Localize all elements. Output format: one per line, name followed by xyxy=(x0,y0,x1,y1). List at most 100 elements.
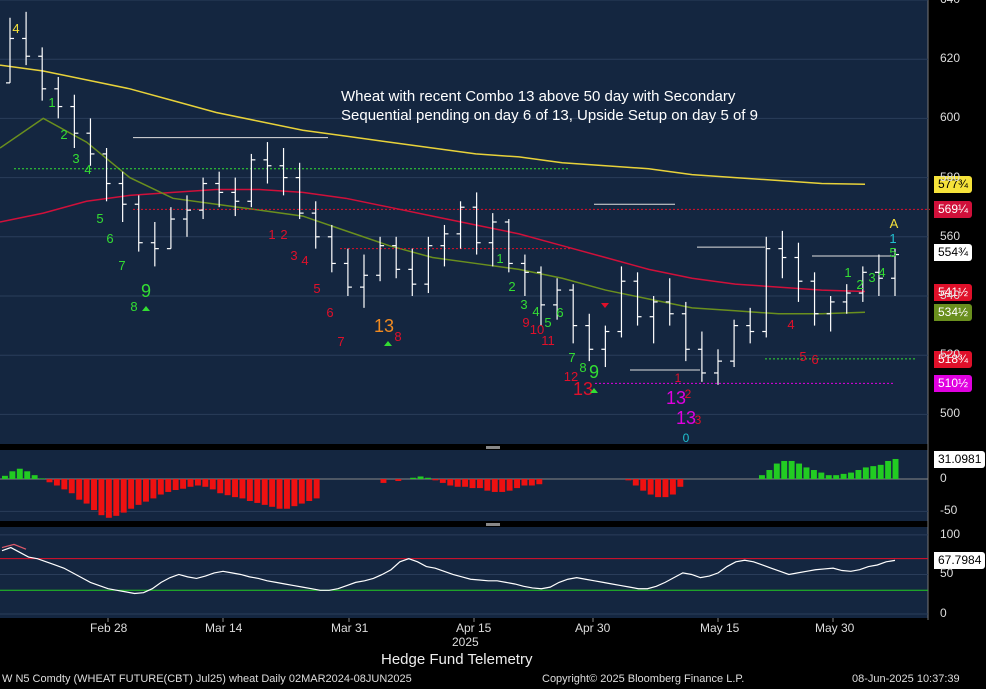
price-tick-label: 600 xyxy=(940,110,961,125)
td-count-label: 1 xyxy=(675,371,682,385)
x-tick-label: Apr 30 xyxy=(575,621,611,635)
histogram-bar xyxy=(380,479,387,483)
histogram-bar xyxy=(217,479,224,494)
histogram-bar xyxy=(773,463,780,480)
histogram-bar xyxy=(61,479,68,490)
td-count-label: 1 xyxy=(844,265,851,280)
histogram-bar xyxy=(31,475,38,480)
price-tag: 554¾ xyxy=(934,244,973,262)
histogram-bar xyxy=(68,479,75,494)
td-count-label: 1 xyxy=(48,95,55,110)
histogram-bar xyxy=(862,467,869,480)
td-count-label: 6 xyxy=(326,305,333,320)
price-tick-label: 560 xyxy=(940,228,961,243)
td-count-label: 5 xyxy=(799,349,806,364)
td-count-label: 5 xyxy=(96,211,103,226)
td-count-label: 9 xyxy=(589,362,599,382)
histogram-bar xyxy=(521,479,528,486)
chart-annotation: Wheat with recent Combo 13 above 50 day … xyxy=(341,88,758,124)
histogram-bar xyxy=(677,479,684,487)
td-count-label: 5 xyxy=(544,315,551,330)
histogram-bar xyxy=(662,479,669,498)
histogram-bar xyxy=(840,473,847,480)
x-year-label: 2025 xyxy=(452,635,479,649)
histogram-bar xyxy=(150,479,157,499)
histogram-bar xyxy=(625,479,632,481)
histogram-bar xyxy=(143,479,149,502)
histogram-bar xyxy=(885,460,892,480)
histogram-bar xyxy=(9,471,16,480)
x-tick-label: May 30 xyxy=(815,621,855,635)
x-tick-label: Apr 15 xyxy=(456,621,492,635)
td-count-label: 4 xyxy=(84,162,91,177)
histogram-bar xyxy=(2,475,8,480)
price-tick-label: 580 xyxy=(940,169,961,184)
histogram-bar xyxy=(276,479,283,509)
oscillator-tick-label: 0 xyxy=(940,606,947,621)
histogram-bar xyxy=(825,475,832,480)
histogram-bar xyxy=(202,479,209,487)
histogram-bar xyxy=(484,479,491,491)
histogram-last-value: 31.0981 xyxy=(934,450,986,468)
histogram-bar xyxy=(810,470,817,480)
td-count-label: 6 xyxy=(556,305,563,320)
td-count-label: 2 xyxy=(60,127,67,142)
price-tag: 577¾ xyxy=(934,176,973,194)
td-count-label: 4 xyxy=(787,317,794,332)
td-count-label: 3 xyxy=(520,297,527,312)
td-count-label: A xyxy=(890,216,899,231)
histogram-bar xyxy=(105,479,112,518)
histogram-bar xyxy=(476,479,483,489)
td-count-label: 11 xyxy=(541,333,555,348)
moving-average-line xyxy=(0,188,866,293)
histogram-bar xyxy=(76,479,83,500)
price-tick-label: 540 xyxy=(940,288,961,302)
histogram-bar xyxy=(410,477,417,480)
histogram-bar xyxy=(877,464,884,480)
footer-copyright: Copyright© 2025 Bloomberg Finance L.P. xyxy=(542,673,745,685)
histogram-bar xyxy=(39,478,46,480)
histogram-bar xyxy=(120,479,127,513)
oscillator-tick-label: 100 xyxy=(940,526,961,541)
footer-title: Hedge Fund Telemetry xyxy=(381,651,533,668)
signal-arrow xyxy=(590,388,598,393)
td-count-label: 5 xyxy=(313,281,320,296)
x-tick-label: May 15 xyxy=(700,621,740,635)
td-count-label: 8 xyxy=(130,299,137,314)
histogram-bar xyxy=(165,479,172,492)
x-tick-label: Feb 28 xyxy=(90,621,128,635)
panel-splitter xyxy=(486,446,500,449)
histogram-bar xyxy=(447,479,454,486)
histogram-bar xyxy=(469,479,476,489)
histogram-bar xyxy=(870,466,877,480)
td-count-label: 4 xyxy=(878,265,885,280)
histogram-bar xyxy=(246,479,253,501)
td-count-label: 6 xyxy=(106,231,113,246)
histogram-bar xyxy=(298,479,305,504)
histogram-bar xyxy=(766,470,773,480)
signal-arrow xyxy=(384,341,392,346)
histogram-bar xyxy=(758,475,765,480)
histogram-bar xyxy=(892,458,899,480)
histogram-bar xyxy=(855,470,862,480)
histogram-bar xyxy=(284,479,290,509)
footer-ticker: W N5 Comdty (WHEAT FUTURE(CBT) Jul25) wh… xyxy=(2,673,412,685)
signal-arrow xyxy=(142,306,150,311)
td-count-label: 2 xyxy=(685,387,692,401)
histogram-bar xyxy=(135,479,142,505)
histogram-bar xyxy=(239,479,246,499)
td-count-label: 12 xyxy=(564,369,578,384)
oscillator-tick-label: 50 xyxy=(940,566,954,581)
td-count-label: 13 xyxy=(573,379,593,399)
moving-average-line xyxy=(0,117,866,315)
histogram-bar xyxy=(454,479,461,487)
histogram-bar xyxy=(640,479,647,491)
td-count-label: 1 xyxy=(268,227,275,242)
histogram-bar xyxy=(172,479,179,491)
histogram-bar xyxy=(83,479,90,504)
histogram-bar xyxy=(655,479,662,498)
x-tick-label: Mar 14 xyxy=(205,621,243,635)
td-count-label: 1 xyxy=(496,251,503,266)
histogram-bar xyxy=(818,472,825,480)
price-tag: 569¼ xyxy=(934,201,973,219)
